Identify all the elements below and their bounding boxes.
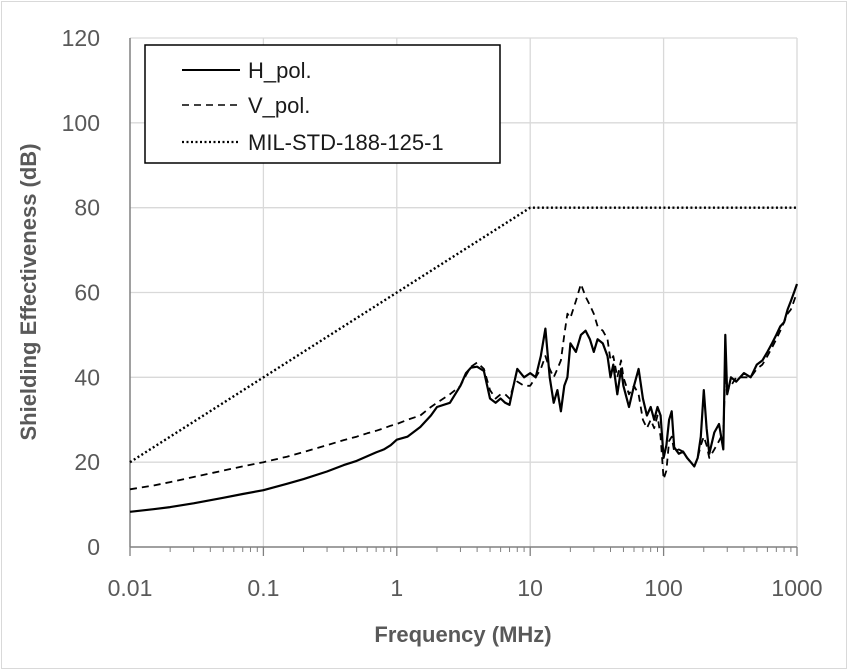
series-line-mil-std-188-125-1 xyxy=(129,206,797,464)
x-tick-label-1: 0.1 xyxy=(247,575,279,601)
legend-label-h-pol: H_pol. xyxy=(248,58,312,83)
y-tick-label-2: 40 xyxy=(74,364,100,390)
y-tick-label-0: 0 xyxy=(87,534,100,560)
y-tick-label-4: 80 xyxy=(74,195,100,221)
y-tick-label-1: 20 xyxy=(74,449,100,475)
x-tick-label-4: 100 xyxy=(644,575,682,601)
y-axis-title: Shielding Effectiveness (dB) xyxy=(16,143,41,440)
x-tick-label-5: 1000 xyxy=(771,575,822,601)
legend-label-mil-std: MIL-STD-188-125-1 xyxy=(248,130,444,155)
legend: H_pol. V_pol. MIL-STD-188-125-1 xyxy=(144,44,501,164)
x-tick-label-2: 1 xyxy=(390,575,403,601)
series-line-h-pol xyxy=(129,283,799,513)
y-axis-ticks: 0 20 40 60 80 100 120 xyxy=(62,25,100,560)
x-tick-label-3: 10 xyxy=(517,575,543,601)
y-tick-label-5: 100 xyxy=(62,110,100,136)
x-axis-title: Frequency (MHz) xyxy=(374,622,551,647)
series-group xyxy=(129,206,799,513)
y-tick-label-6: 120 xyxy=(62,25,100,51)
x-axis-ticks: 0.01 0.1 1 10 100 1000 xyxy=(108,575,823,601)
y-tick-label-3: 60 xyxy=(74,280,100,306)
legend-box xyxy=(144,44,501,164)
x-tick-label-0: 0.01 xyxy=(108,575,153,601)
legend-label-v-pol: V_pol. xyxy=(248,93,310,118)
